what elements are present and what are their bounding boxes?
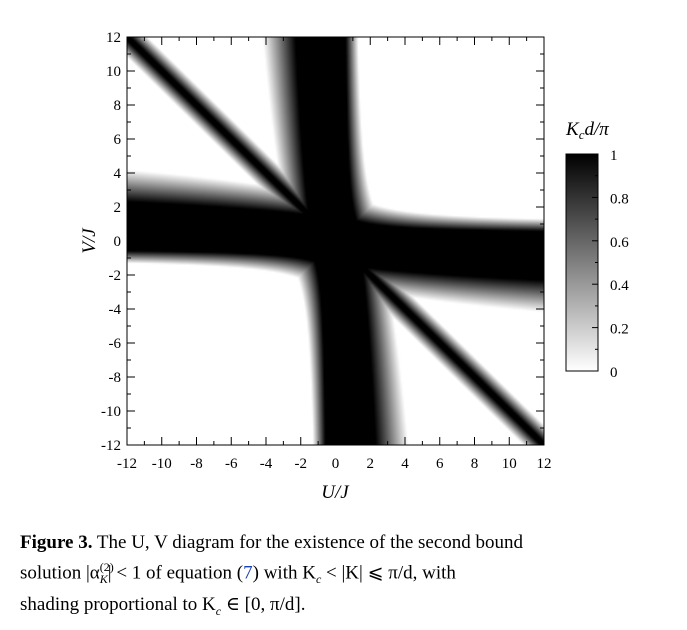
colorbar-tick-labels: 0 0.2 0.4 0.6 0.8 1 [610,148,629,381]
colorbar-tick-label: 0.6 [610,235,629,251]
caption-line3: shading proportional to K [20,594,216,616]
x-tick-label: -8 [190,456,203,472]
caption-sub: K [99,572,108,587]
y-tick-label: 2 [114,200,122,216]
x-tick-labels: -12 -10 -8 -6 -4 -2 0 2 4 6 8 10 12 [117,456,552,472]
x-tick-label: 0 [332,456,340,472]
caption-line2-b: | < 1 of equation ( [107,562,244,584]
x-tick-label: 10 [502,456,517,472]
y-tick-label: -12 [101,438,121,454]
y-tick-label: 8 [114,98,122,114]
y-tick-label: 10 [106,64,121,80]
caption-sub-c2: c [215,603,222,618]
x-tick-label: -12 [117,456,137,472]
x-tick-label: -2 [295,456,308,472]
caption-line2-a: solution |α [20,562,100,584]
heatmap-figure: -12 -10 -8 -6 -4 -2 0 2 4 6 8 10 12 -12-10-8-6-4-202… [79,30,629,503]
x-tick-label: 6 [436,456,444,472]
colorbar-tick-label: 0.2 [610,322,629,338]
y-tick-label: 12 [106,30,121,46]
y-tick-label: -4 [109,302,122,318]
y-tick-label: -2 [109,268,122,284]
x-tick-label: 12 [537,456,552,472]
caption-line1: The U, V diagram for the existence of th… [96,532,524,553]
caption-sub-c: c [315,572,322,587]
x-tick-label: -10 [152,456,172,472]
x-tick-label: -4 [260,456,273,472]
heatmap-image [127,37,544,445]
y-tick-label: -10 [101,404,121,420]
figure-caption: Figure 3. The U, V diagram for the exist… [20,530,675,624]
x-tick-label: 8 [471,456,479,472]
caption-sup: (2) [99,560,114,574]
x-tick-label: 2 [367,456,375,472]
colorbar-tick-label: 0.4 [610,278,629,294]
x-tick-label: -6 [225,456,238,472]
colorbar-tick-label: 0.8 [610,191,629,207]
y-axis-label: V/J [79,227,100,254]
y-tick-labels: -12 -10 -8 -6 -4 -2 0 2 4 6 8 10 12 [101,30,122,454]
caption-line2-d: < |K| ⩽ π/d, with [321,562,456,584]
colorbar-title: Kcd/π [565,119,609,142]
y-tick-label: 6 [114,132,122,148]
colorbar-tick-label: 1 [610,148,618,164]
x-tick-label: 4 [401,456,409,472]
y-tick-label: 4 [114,166,122,182]
x-axis-label: U/J [321,482,350,503]
y-tick-label: -6 [109,336,122,352]
y-ticks [127,36,544,446]
colorbar-tick-label: 0 [610,365,618,381]
caption-line3-tail: ∈ [0, π/d]. [221,594,306,616]
x-ticks [126,37,545,445]
y-tick-label: -8 [109,370,122,386]
colorbar-ticks [592,153,598,372]
caption-line2-c: ) with K [252,562,316,584]
y-tick-label: 0 [114,234,122,250]
caption-label: Figure 3. [20,532,93,553]
colorbar [565,153,599,372]
equation-link[interactable]: 7 [243,562,253,584]
